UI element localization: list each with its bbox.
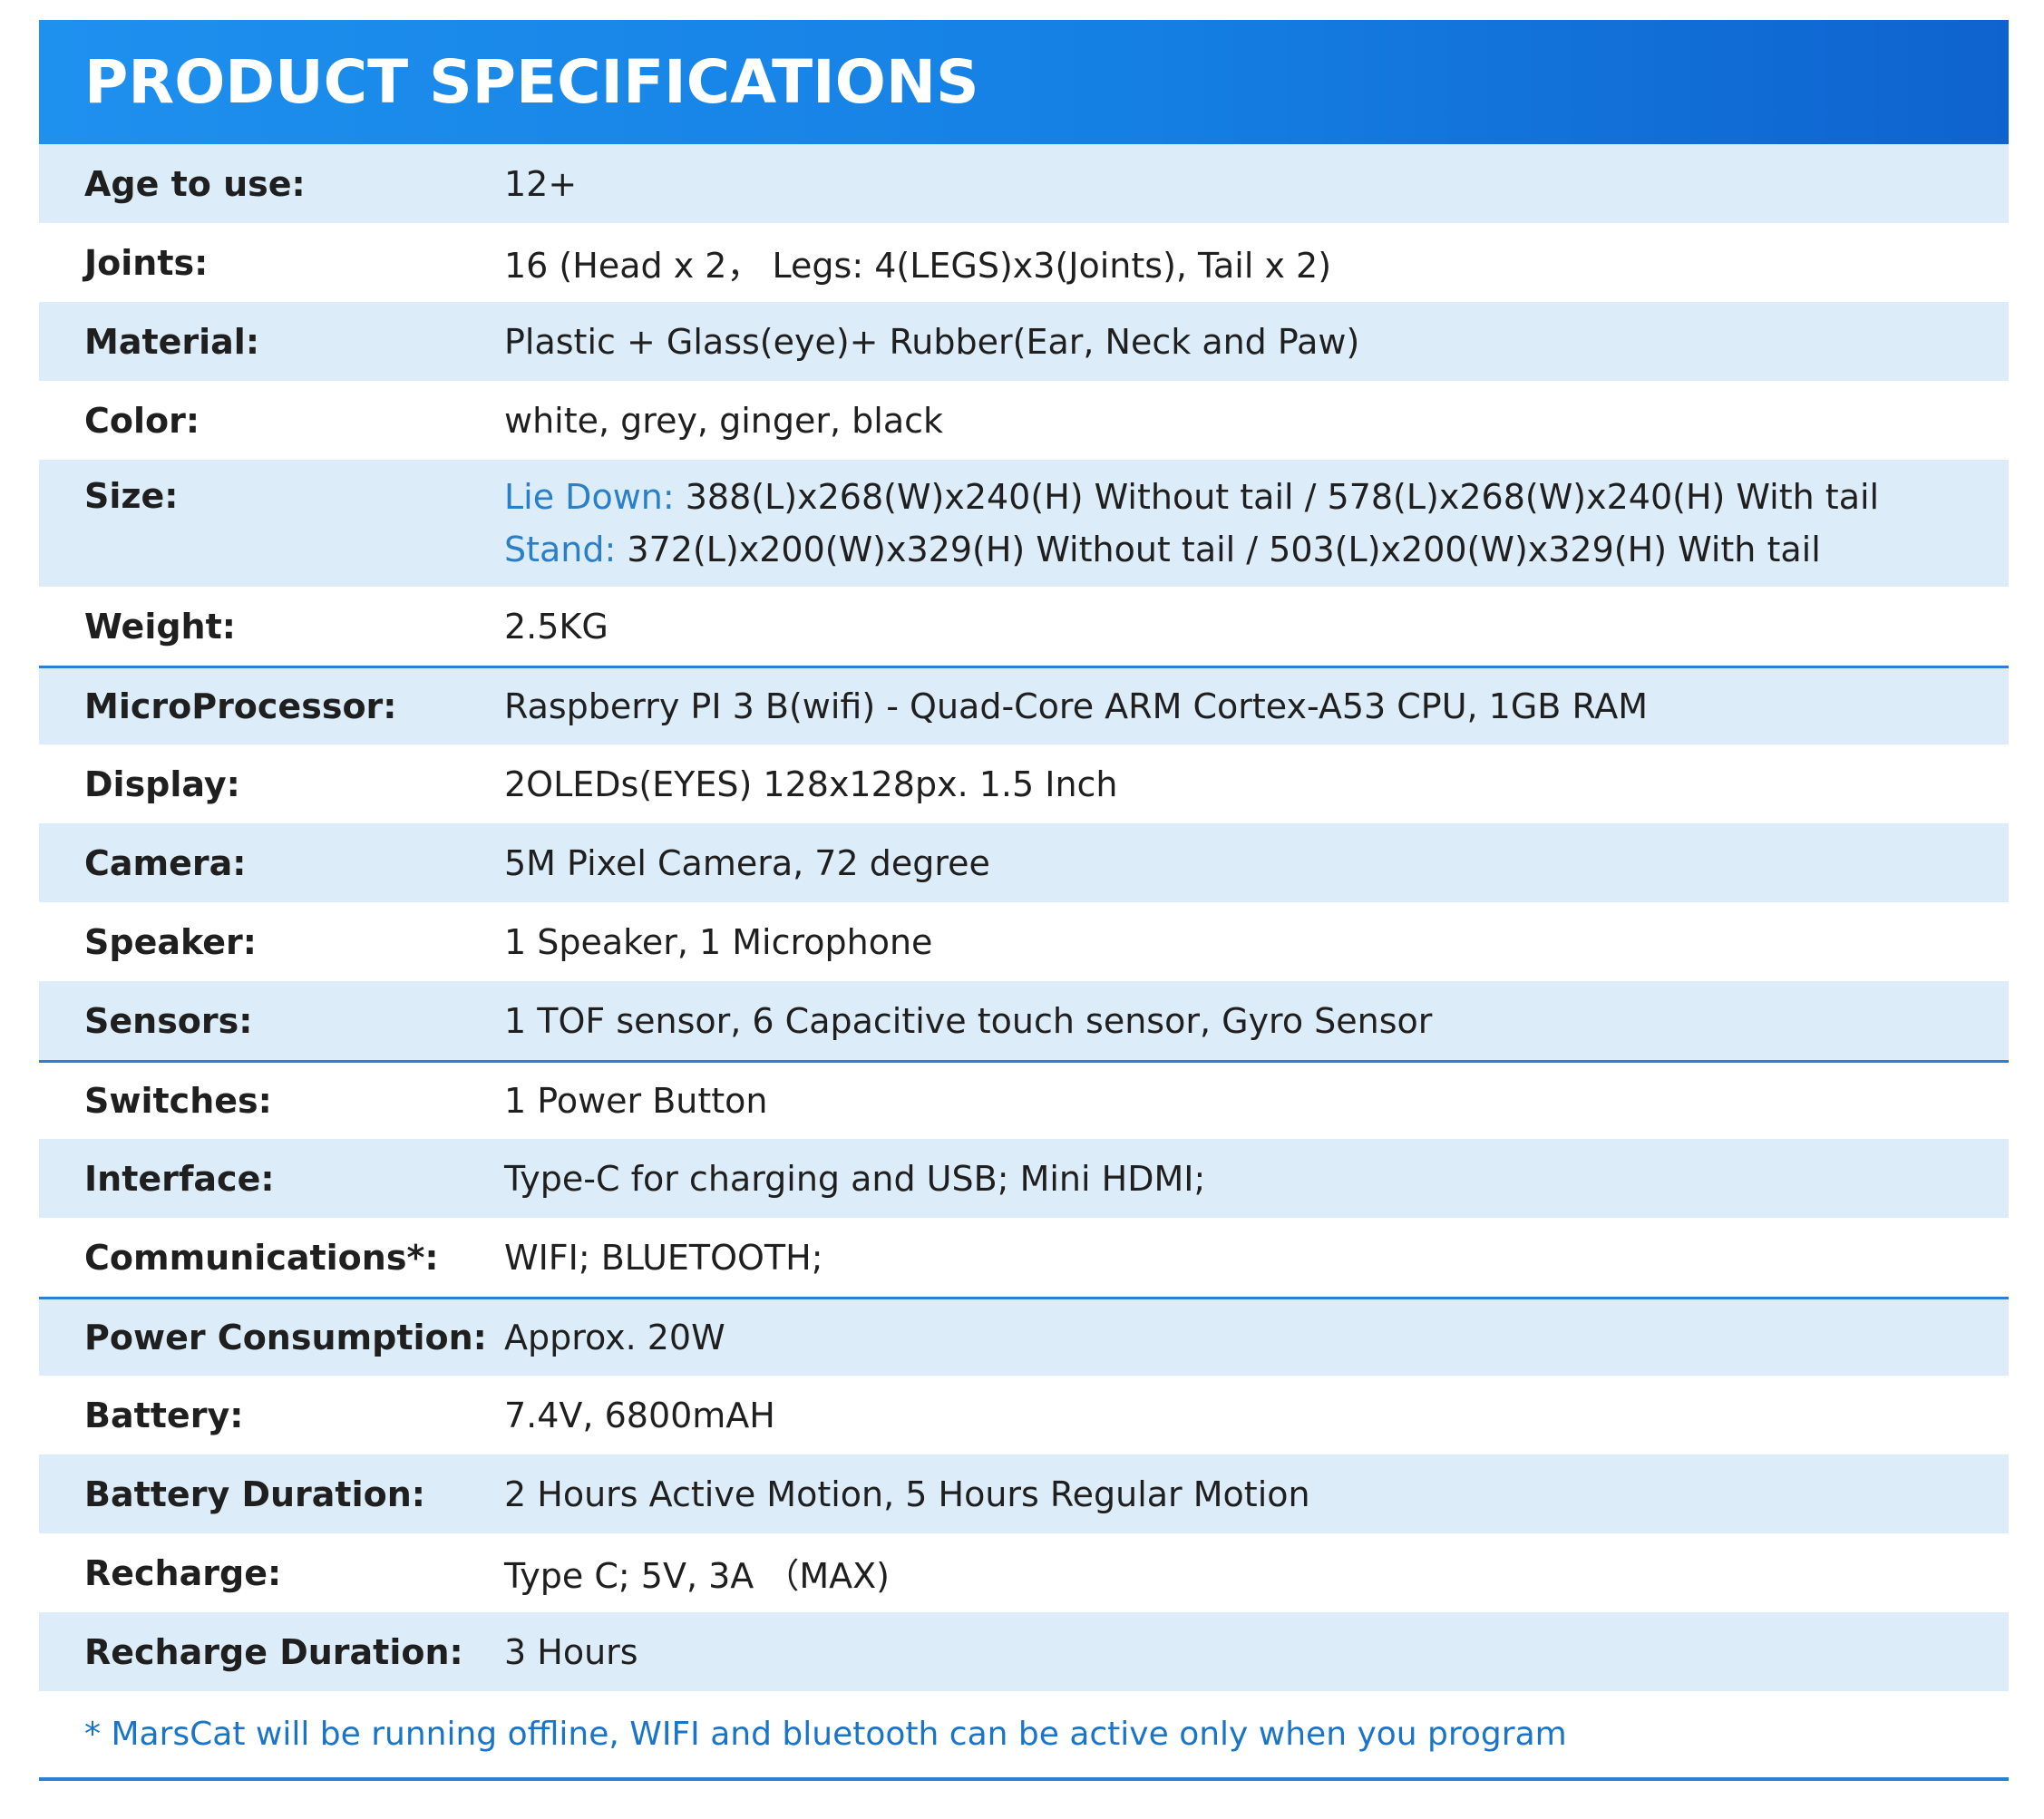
spec-row-color: Color: white, grey, ginger, black <box>39 381 2009 460</box>
size-lie-down-line: Lie Down: 388(L)x268(W)x240(H) Without t… <box>504 477 1879 517</box>
spec-row-recharge: Recharge: Type C; 5V, 3A （MAX) <box>39 1533 2009 1612</box>
spec-row-interface: Interface: Type-C for charging and USB; … <box>39 1139 2009 1218</box>
spec-row-recharge-duration: Recharge Duration: 3 Hours <box>39 1612 2009 1691</box>
spec-value: 12+ <box>504 163 578 204</box>
size-values: Lie Down: 388(L)x268(W)x240(H) Without t… <box>504 477 1879 569</box>
spec-value: 7.4V, 6800mAH <box>504 1395 775 1435</box>
header-banner: PRODUCT SPECIFICATIONS <box>39 20 2009 144</box>
spec-label: Display: <box>84 764 240 804</box>
spec-label: MicroProcessor: <box>84 686 397 726</box>
spec-row-microprocessor: MicroProcessor: Raspberry PI 3 B(wifi) -… <box>39 666 2009 744</box>
spec-label: Camera: <box>84 842 247 883</box>
spec-label: Material: <box>84 321 260 362</box>
spec-label: Recharge Duration: <box>84 1631 463 1672</box>
spec-row-material: Material: Plastic + Glass(eye)+ Rubber(E… <box>39 302 2009 381</box>
spec-label: Speaker: <box>84 921 257 962</box>
spec-value: Approx. 20W <box>504 1318 725 1357</box>
size-stand-tag: Stand: <box>504 530 617 569</box>
spec-value: 2.5KG <box>504 606 608 647</box>
spec-label: Recharge: <box>84 1552 282 1593</box>
spec-label: Battery: <box>84 1395 244 1435</box>
spec-row-battery-duration: Battery Duration: 2 Hours Active Motion,… <box>39 1454 2009 1533</box>
spec-row-age: Age to use: 12+ <box>39 144 2009 223</box>
footnote: * MarsCat will be running offline, WIFI … <box>39 1691 2009 1781</box>
spec-value: 1 Power Button <box>504 1081 768 1121</box>
spec-row-size: Size: Lie Down: 388(L)x268(W)x240(H) Wit… <box>39 460 2009 587</box>
spec-label: Age to use: <box>84 163 306 204</box>
page-title: PRODUCT SPECIFICATIONS <box>84 47 979 117</box>
spec-label: Switches: <box>84 1081 272 1121</box>
spec-row-power: Power Consumption: Approx. 20W <box>39 1297 2009 1376</box>
spec-row-switches: Switches: 1 Power Button <box>39 1060 2009 1139</box>
size-lie-down-value: 388(L)x268(W)x240(H) Without tail / 578(… <box>674 477 1880 517</box>
spec-label: Power Consumption: <box>84 1318 487 1357</box>
spec-row-weight: Weight: 2.5KG <box>39 587 2009 666</box>
spec-row-joints: Joints: 16 (Head x 2， Legs: 4(LEGS)x3(Jo… <box>39 223 2009 302</box>
spec-label: Interface: <box>84 1158 275 1199</box>
spec-label: Weight: <box>84 606 236 647</box>
spec-value: 3 Hours <box>504 1631 638 1672</box>
spec-value: 2OLEDs(EYES) 128x128px. 1.5 Inch <box>504 764 1118 804</box>
spec-row-camera: Camera: 5M Pixel Camera, 72 degree <box>39 823 2009 902</box>
size-lie-down-tag: Lie Down: <box>504 477 675 517</box>
spec-row-display: Display: 2OLEDs(EYES) 128x128px. 1.5 Inc… <box>39 744 2009 823</box>
spec-label: Size: <box>84 476 179 516</box>
spec-row-communications: Communications*: WIFI; BLUETOOTH; <box>39 1218 2009 1297</box>
spec-sheet: PRODUCT SPECIFICATIONS Age to use: 12+ J… <box>39 20 2009 1781</box>
spec-label: Sensors: <box>84 1000 253 1041</box>
spec-value: Type-C for charging and USB; Mini HDMI; <box>504 1158 1206 1199</box>
spec-value: white, grey, ginger, black <box>504 400 943 441</box>
spec-value: Raspberry PI 3 B(wifi) - Quad-Core ARM C… <box>504 686 1649 726</box>
size-stand-line: Stand: 372(L)x200(W)x329(H) Without tail… <box>504 530 1879 569</box>
spec-label: Battery Duration: <box>84 1474 425 1514</box>
spec-value: 5M Pixel Camera, 72 degree <box>504 842 990 883</box>
spec-value: Plastic + Glass(eye)+ Rubber(Ear, Neck a… <box>504 321 1360 362</box>
spec-label: Communications*: <box>84 1237 439 1278</box>
spec-value: 1 TOF sensor, 6 Capacitive touch sensor,… <box>504 1000 1433 1041</box>
size-stand-value: 372(L)x200(W)x329(H) Without tail / 503(… <box>616 530 1821 569</box>
spec-row-sensors: Sensors: 1 TOF sensor, 6 Capacitive touc… <box>39 981 2009 1060</box>
spec-value: WIFI; BLUETOOTH; <box>504 1237 823 1278</box>
spec-row-speaker: Speaker: 1 Speaker, 1 Microphone <box>39 902 2009 981</box>
spec-label: Joints: <box>84 242 209 283</box>
spec-value: 1 Speaker, 1 Microphone <box>504 921 933 962</box>
spec-row-battery: Battery: 7.4V, 6800mAH <box>39 1376 2009 1454</box>
spec-value: 2 Hours Active Motion, 5 Hours Regular M… <box>504 1474 1310 1514</box>
spec-value: Type C; 5V, 3A （MAX) <box>504 1556 890 1596</box>
spec-label: Color: <box>84 400 200 441</box>
spec-value: 16 (Head x 2， Legs: 4(LEGS)x3(Joints), T… <box>504 246 1332 286</box>
